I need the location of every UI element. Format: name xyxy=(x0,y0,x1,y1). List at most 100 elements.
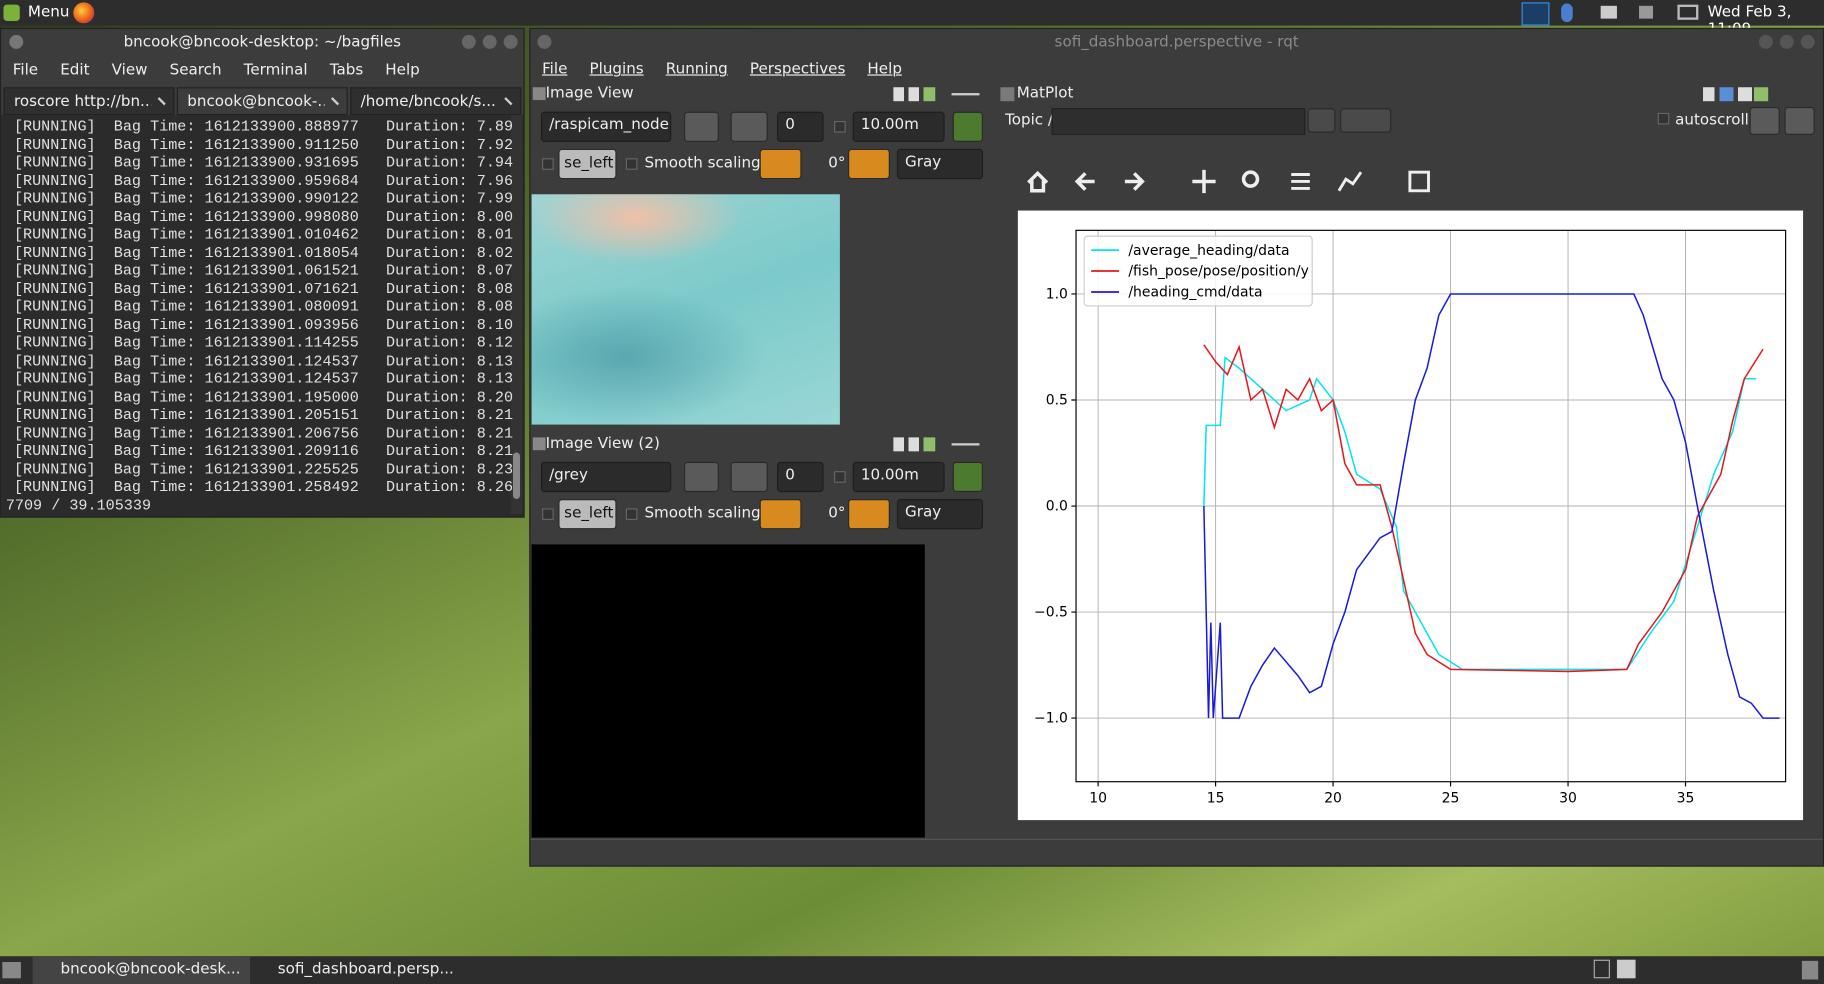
pause-button[interactable] xyxy=(1749,107,1780,135)
window-icon[interactable] xyxy=(537,34,552,49)
smooth-label[interactable]: Smooth scaling xyxy=(644,154,761,173)
taskbar-window[interactable]: bncook@bncook-desk... xyxy=(32,956,250,984)
smooth-label[interactable]: Smooth scaling xyxy=(644,504,761,523)
menu-item[interactable]: File xyxy=(12,61,39,80)
volume-icon[interactable] xyxy=(1639,5,1654,19)
rotate-left-button[interactable] xyxy=(759,499,802,530)
autoscroll-checkbox[interactable] xyxy=(1657,112,1670,125)
tab[interactable]: bncook@bncook-... xyxy=(176,87,348,116)
taskbar-window[interactable]: sofi_dashboard.persp... xyxy=(277,960,454,979)
configure-button[interactable] xyxy=(1291,173,1310,190)
home-button[interactable] xyxy=(1027,170,1049,193)
checkbox[interactable] xyxy=(542,158,554,170)
back-button[interactable] xyxy=(1074,172,1095,191)
maximize-button[interactable] xyxy=(482,34,497,49)
range-spinbox[interactable]: 10.00m xyxy=(852,461,945,493)
save-image-button[interactable] xyxy=(730,111,768,142)
close-button[interactable] xyxy=(503,34,518,49)
plugin-controls[interactable] xyxy=(893,437,936,452)
chat-icon[interactable] xyxy=(1600,5,1617,19)
mouse-topic-button[interactable]: se_left xyxy=(558,148,617,180)
remove-topic-button[interactable] xyxy=(1340,108,1392,133)
menu-item[interactable]: Search xyxy=(169,61,222,80)
y-tick-label: −0.5 xyxy=(1034,605,1068,621)
top-panel: Menu Wed Feb 3, 11:09 xyxy=(0,0,1824,38)
refresh-button[interactable] xyxy=(684,461,719,493)
close-plugin[interactable] xyxy=(951,93,980,96)
bluetooth-icon[interactable] xyxy=(1561,3,1573,23)
close-plugin[interactable] xyxy=(951,443,980,446)
status-divider xyxy=(530,838,1823,840)
output-line: [RUNNING] Bag Time: 1612133901.124537 Du… xyxy=(13,369,514,388)
menu-bar: File Plugins Running Perspectives Help xyxy=(542,60,902,77)
menu-icon[interactable] xyxy=(3,4,20,21)
rotate-right-button[interactable] xyxy=(848,499,890,530)
colormap-combo[interactable]: Gray xyxy=(896,499,983,530)
clear-button[interactable] xyxy=(1784,107,1815,135)
smooth-checkbox[interactable] xyxy=(625,508,638,520)
tab-label[interactable]: bncook@bncook-... xyxy=(187,93,325,111)
workspace-1[interactable] xyxy=(1593,959,1610,979)
tab-label[interactable]: /home/bncook/s... xyxy=(360,93,496,111)
menu-item[interactable]: Perspectives xyxy=(749,60,846,78)
minimize-button[interactable] xyxy=(1758,34,1773,49)
tab[interactable]: roscore http://bn... xyxy=(3,87,175,116)
tab-label[interactable]: roscore http://bn... xyxy=(13,93,152,111)
tab[interactable]: /home/bncook/s... xyxy=(350,87,522,116)
display-icon[interactable] xyxy=(1677,4,1699,20)
menu-item[interactable]: Help xyxy=(385,61,420,80)
menu-item[interactable]: File xyxy=(542,60,568,78)
rotate-left-button[interactable] xyxy=(759,148,802,180)
close-button[interactable] xyxy=(1800,34,1815,49)
menu-button[interactable]: Menu xyxy=(27,3,70,21)
menu-item[interactable]: Tabs xyxy=(329,61,364,80)
menu-item[interactable]: Terminal xyxy=(243,61,308,80)
menu-item[interactable]: Edit xyxy=(60,61,90,80)
smooth-checkbox[interactable] xyxy=(625,158,638,170)
minimize-button[interactable] xyxy=(461,34,476,49)
workspace-2[interactable] xyxy=(1616,959,1636,979)
window-icon[interactable] xyxy=(9,34,24,49)
mouse-topic-button[interactable]: se_left xyxy=(558,499,617,530)
edit-axis-button[interactable] xyxy=(1337,171,1363,192)
publish-button[interactable] xyxy=(952,111,983,142)
range-checkbox[interactable] xyxy=(834,120,846,133)
tray-icon[interactable] xyxy=(1521,2,1550,26)
firefox-icon[interactable] xyxy=(73,2,95,24)
forward-button[interactable] xyxy=(1124,172,1145,191)
x-tick-label: 20 xyxy=(1324,791,1342,807)
autoscroll-label[interactable]: autoscroll xyxy=(1675,111,1749,130)
rotate-right-button[interactable] xyxy=(848,148,890,180)
range-checkbox[interactable] xyxy=(834,471,846,483)
maximize-button[interactable] xyxy=(1779,34,1794,49)
frame-spinbox[interactable]: 0 xyxy=(777,461,824,493)
menu-item[interactable]: Plugins xyxy=(589,60,644,78)
axes-frame xyxy=(1075,229,1787,783)
checkbox[interactable] xyxy=(542,508,554,520)
topic-input[interactable] xyxy=(1051,108,1306,135)
plugin-controls[interactable] xyxy=(893,87,936,102)
topic-combo[interactable]: /grey xyxy=(540,461,672,493)
save-button[interactable] xyxy=(1408,170,1430,193)
save-image-button[interactable] xyxy=(730,461,768,493)
plugin-controls[interactable] xyxy=(1703,87,1769,102)
add-topic-button[interactable] xyxy=(1307,108,1336,133)
menu-item[interactable]: Help xyxy=(867,60,902,78)
topic-combo[interactable]: /raspicam_node xyxy=(540,111,672,142)
pan-button[interactable] xyxy=(1192,169,1216,194)
legend-box xyxy=(1083,235,1313,307)
scrollbar[interactable] xyxy=(510,115,523,515)
range-spinbox[interactable]: 10.00m xyxy=(852,111,945,142)
scrollbar-thumb[interactable] xyxy=(513,452,520,500)
menu-item[interactable]: Running xyxy=(665,60,728,78)
frame-spinbox[interactable]: 0 xyxy=(777,111,824,142)
window-list: bncook@bncook-desk... sofi_dashboard.pers… xyxy=(32,956,464,984)
publish-button[interactable] xyxy=(952,461,983,493)
refresh-button[interactable] xyxy=(684,111,719,142)
trash[interactable] xyxy=(1801,960,1819,980)
zoom-button[interactable] xyxy=(1241,170,1260,188)
colormap-combo[interactable]: Gray xyxy=(896,148,983,180)
menu-item[interactable]: View xyxy=(111,61,148,80)
output-line: [RUNNING] Bag Time: 1612133900.931695 Du… xyxy=(13,153,514,172)
show-desktop[interactable] xyxy=(2,962,21,979)
